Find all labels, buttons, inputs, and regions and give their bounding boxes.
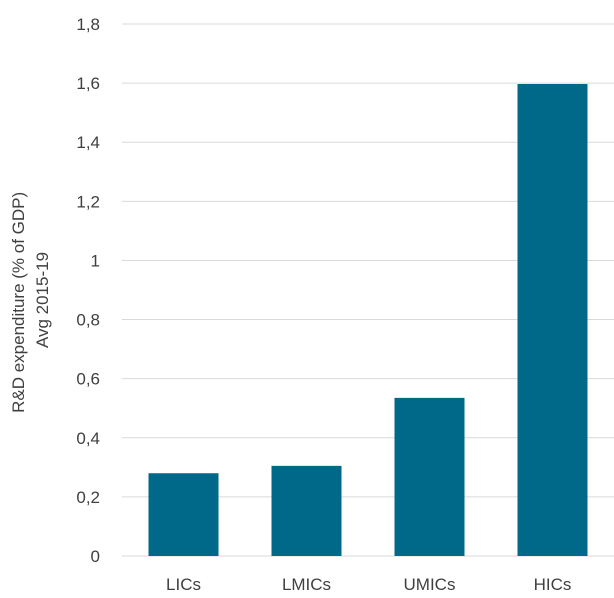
bars <box>148 83 588 557</box>
bar-umics <box>394 397 465 556</box>
y-tick-label: 1,4 <box>76 133 100 152</box>
y-tick-label: 1,6 <box>76 74 100 93</box>
x-tick-label: HICs <box>534 575 572 594</box>
y-tick-label: 1 <box>91 251 100 270</box>
y-tick-label: 0,8 <box>76 311 100 330</box>
y-axis-ticks: 0 0,2 0,4 0,6 0,8 1 1,2 1,4 1,6 1,8 <box>76 15 100 566</box>
bar-lics <box>148 473 219 556</box>
x-tick-label: LMICs <box>282 575 331 594</box>
x-axis-ticks: LICs LMICs UMICs HICs <box>166 575 571 594</box>
bar-hics <box>517 83 588 557</box>
y-tick-label: 0 <box>91 547 100 566</box>
y-tick-label: 0,2 <box>76 488 100 507</box>
x-tick-label: LICs <box>166 575 201 594</box>
y-axis-label: R&D expenditure (% of GDP) Avg 2015-19 <box>9 187 52 413</box>
y-axis-label-line-2: Avg 2015-19 <box>33 252 52 348</box>
y-tick-label: 1,8 <box>76 15 100 34</box>
y-tick-label: 0,4 <box>76 429 100 448</box>
bar-lmics <box>271 465 342 556</box>
x-tick-label: UMICs <box>404 575 456 594</box>
y-tick-label: 0,6 <box>76 370 100 389</box>
y-axis-label-line-1: R&D expenditure (% of GDP) <box>9 192 28 413</box>
y-tick-label: 1,2 <box>76 192 100 211</box>
